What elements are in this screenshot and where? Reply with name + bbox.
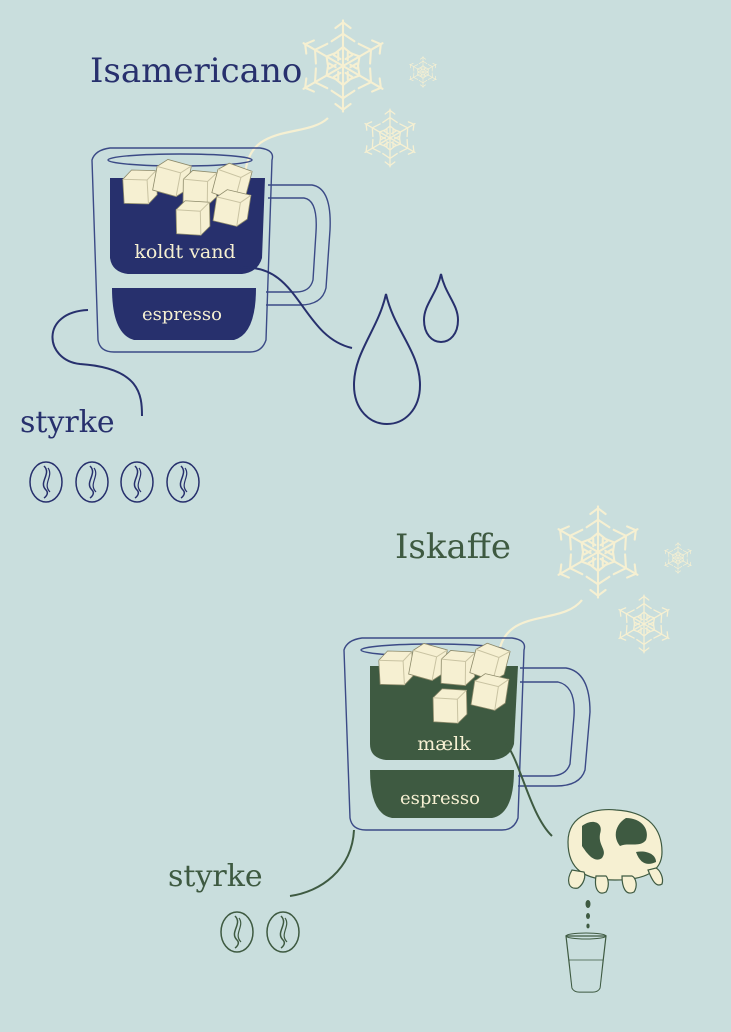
connector-line <box>243 117 329 181</box>
snowflake-icon <box>553 506 643 597</box>
snowflake-icon <box>663 543 693 574</box>
strength-label: styrke <box>168 859 263 894</box>
section-isamericano: Isamericano <box>20 20 460 503</box>
strength-label: styrke <box>20 405 115 440</box>
milk-glass-icon <box>565 932 607 993</box>
coffee-bean-icon <box>266 911 300 953</box>
connector-line <box>505 743 553 837</box>
connector-line <box>496 599 583 665</box>
coffee-bean-icon <box>220 911 254 953</box>
section-title: Iskaffe <box>395 527 511 567</box>
snowflake-icon <box>361 109 418 167</box>
section-title: Isamericano <box>90 51 302 91</box>
lower-layer-fill <box>112 288 256 340</box>
section-iskaffe: Iskaffe mælk <box>168 506 693 993</box>
coffee-bean-icon <box>120 461 154 503</box>
upper-layer-label: mælk <box>417 733 471 755</box>
connector-line <box>289 829 355 897</box>
coffee-bean-icon <box>75 461 109 503</box>
upper-layer-label: koldt vand <box>134 241 235 263</box>
cow-udder-icon <box>567 808 664 929</box>
coffee-bean-icon <box>166 461 200 503</box>
lower-layer-label: espresso <box>142 304 222 325</box>
snowflake-icon <box>298 20 388 111</box>
connector-line <box>239 266 353 349</box>
connector-line <box>51 309 143 417</box>
coffee-bean-icon <box>29 461 63 503</box>
snowflake-icon <box>615 595 672 653</box>
water-drops-icon <box>352 273 460 426</box>
snowflake-icon <box>408 57 438 88</box>
lower-layer-fill <box>370 770 514 818</box>
lower-layer-label: espresso <box>400 788 480 809</box>
